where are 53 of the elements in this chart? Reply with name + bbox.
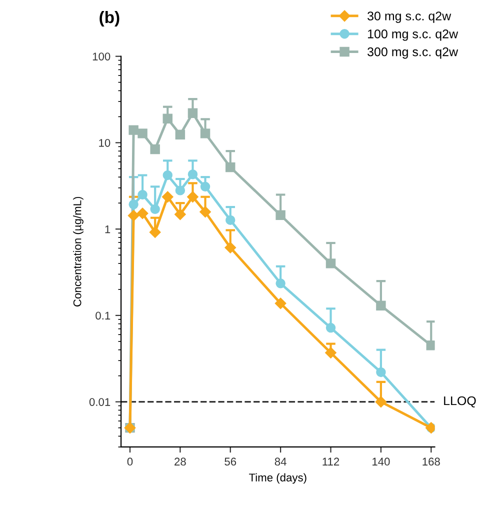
y-tick-label: 0.01 <box>89 398 110 406</box>
point <box>138 190 148 200</box>
point <box>226 215 236 225</box>
point <box>188 169 198 180</box>
point <box>175 130 186 140</box>
point <box>376 367 386 378</box>
point <box>138 128 148 138</box>
point <box>162 191 174 202</box>
point <box>224 242 236 254</box>
legend-label: 300 mg s.c. q2w <box>368 47 458 59</box>
point <box>325 347 336 358</box>
chart-title: (b) <box>100 10 120 26</box>
point <box>326 322 336 333</box>
x-tick-label: 28 <box>174 458 186 466</box>
x-tick-label: 0 <box>127 458 133 466</box>
ref-line-label: LLOQ <box>444 396 476 408</box>
y-tick-label: 1 <box>105 225 110 234</box>
point <box>162 114 172 124</box>
point <box>200 128 210 138</box>
legend-label: 30 mg s.c. q2w <box>368 12 452 23</box>
point <box>128 200 138 210</box>
y-tick-label: 0.1 <box>96 312 110 320</box>
point <box>150 144 160 154</box>
x-tick-label: 84 <box>274 458 286 466</box>
point <box>128 210 140 222</box>
point <box>136 208 148 219</box>
x-axis-title: Time (days) <box>249 473 306 484</box>
point <box>426 340 435 350</box>
point <box>188 108 198 118</box>
point <box>226 162 236 172</box>
point <box>175 186 186 196</box>
point <box>200 206 211 218</box>
point <box>276 278 286 288</box>
point <box>326 258 336 268</box>
point <box>174 208 186 220</box>
y-tick-label: 10 <box>99 138 110 147</box>
y-axis-title: Concentration (µg/mL) <box>73 196 84 306</box>
point <box>162 170 172 180</box>
x-tick-label: 140 <box>372 458 390 466</box>
point <box>274 298 286 309</box>
point <box>128 125 138 135</box>
x-tick-label: 168 <box>422 458 440 466</box>
legend-label: 100 mg s.c. q2w <box>368 29 458 41</box>
x-tick-label: 112 <box>322 458 340 466</box>
point <box>150 204 160 214</box>
point <box>375 396 387 408</box>
point <box>376 300 386 310</box>
x-tick-label: 56 <box>224 458 236 466</box>
point <box>276 210 286 220</box>
point <box>200 182 210 192</box>
y-tick-label: 100 <box>92 52 110 60</box>
point <box>187 191 198 202</box>
point <box>149 226 161 238</box>
